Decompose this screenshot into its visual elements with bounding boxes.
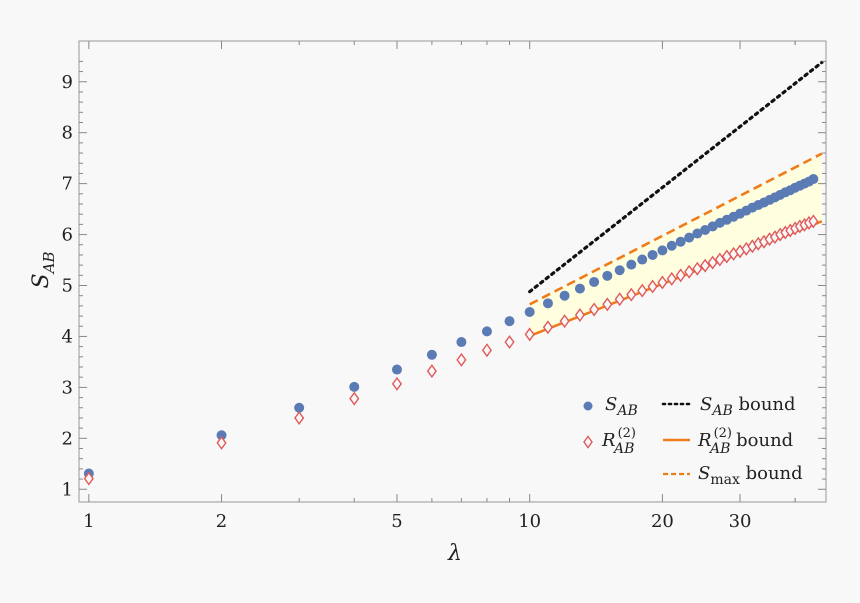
y-tick-label: 5 — [62, 276, 73, 297]
point-rab2 — [504, 335, 515, 350]
point-rab2 — [657, 275, 668, 290]
x-axis-title: λ — [447, 541, 462, 566]
y-tick-label: 6 — [62, 225, 73, 246]
point-sab — [692, 228, 703, 239]
point-sab — [524, 306, 535, 317]
x-tick-label: 30 — [729, 511, 752, 532]
point-sab — [602, 270, 613, 281]
x-tick-label: 10 — [518, 511, 541, 532]
bound-line-s-ab-bound — [528, 60, 824, 294]
legend-label-rab2-bound: R (2) AB bound — [697, 426, 793, 457]
point-rab2 — [684, 264, 695, 279]
point-rab2 — [647, 279, 658, 294]
point-sab — [700, 224, 711, 235]
legend-label-rab2: R (2) AB — [601, 426, 636, 457]
bound-line-s-max-bound — [529, 152, 823, 306]
point-rab2 — [707, 255, 718, 270]
y-axis-title-sub: AB — [40, 252, 58, 276]
legend-marker-sab — [583, 401, 593, 411]
point-rab2 — [524, 327, 535, 342]
legend-label-sab-bound: SAB bound — [700, 394, 796, 419]
y-tick-label: 4 — [62, 326, 73, 347]
y-tick-label: 7 — [62, 174, 73, 195]
point-sab — [657, 245, 668, 256]
y-tick-label: 1 — [62, 479, 73, 500]
y-tick-label: 2 — [62, 428, 73, 449]
legend-label-sab: SAB — [605, 394, 638, 419]
point-rab2 — [542, 320, 554, 335]
point-sab — [808, 174, 819, 185]
y-axis-title: SAB — [29, 252, 58, 289]
point-rab2 — [637, 283, 648, 298]
point-sab — [666, 240, 677, 251]
point-rab2 — [808, 214, 819, 229]
point-sab — [589, 276, 600, 287]
point-sab — [614, 265, 625, 276]
point-rab2 — [602, 297, 613, 312]
point-rab2 — [626, 287, 637, 302]
point-rab2 — [614, 292, 625, 307]
legend-label-smax-bound: Smax bound — [698, 463, 803, 488]
point-rab2 — [83, 471, 94, 486]
axis-ticks — [79, 41, 826, 502]
point-rab2 — [559, 314, 570, 329]
point-rab2 — [294, 410, 305, 425]
point-rab2 — [589, 302, 600, 317]
point-rab2 — [456, 352, 467, 367]
point-rab2 — [675, 268, 686, 283]
data-marks-layer — [83, 174, 819, 486]
point-sab — [294, 402, 305, 413]
point-sab — [574, 283, 585, 294]
y-axis-title-main: S — [29, 273, 54, 288]
point-sab — [349, 381, 360, 392]
point-rab2 — [692, 261, 703, 276]
point-rab2 — [426, 364, 437, 379]
point-sab — [216, 430, 227, 441]
point-rab2 — [700, 258, 711, 273]
legend-marker-rab2 — [583, 435, 593, 449]
axis-tick-labels: 1 2 3 4 5 6 7 8 9 1 2 5 10 20 30 — [62, 72, 752, 532]
plot-frame — [78, 40, 827, 503]
point-sab — [675, 236, 686, 247]
x-tick-label: 1 — [83, 511, 94, 532]
point-rab2 — [216, 435, 227, 450]
plot-frame-rect — [78, 40, 827, 503]
point-rab2 — [349, 391, 360, 406]
point-rab2 — [666, 271, 677, 286]
point-sab — [559, 290, 570, 301]
x-tick-label: 20 — [651, 511, 674, 532]
y-tick-label: 9 — [62, 72, 73, 93]
point-sab — [456, 337, 467, 348]
point-sab — [647, 249, 658, 260]
point-sab — [481, 326, 492, 337]
legend: SAB SAB bound R (2) AB R (2) AB bound Smax bound — [583, 394, 803, 488]
point-sab — [426, 349, 437, 360]
point-sab — [626, 259, 637, 270]
point-rab2 — [391, 376, 403, 391]
point-sab — [542, 298, 553, 309]
x-tick-label: 5 — [391, 511, 402, 532]
point-sab — [684, 232, 695, 243]
x-tick-label: 2 — [216, 511, 227, 532]
point-rab2 — [481, 343, 493, 358]
point-sab — [391, 364, 402, 375]
y-tick-label: 8 — [62, 123, 73, 144]
point-sab — [637, 254, 648, 265]
point-sab — [504, 316, 515, 327]
point-rab2 — [574, 308, 585, 323]
y-tick-label: 3 — [62, 377, 73, 398]
